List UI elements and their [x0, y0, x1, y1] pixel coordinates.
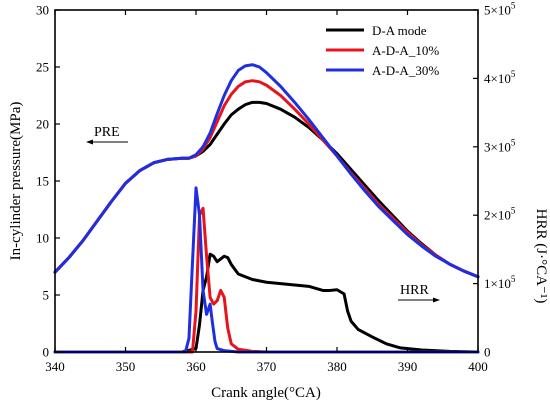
plot-area [53, 63, 480, 354]
y-left-tick-label: 15 [36, 174, 49, 189]
legend-label-ada30: A-D-A_30% [372, 63, 439, 78]
annotation-pre-arrowhead [86, 139, 93, 145]
y-axis-right-title: HRR (J·°CA⁻¹) [533, 209, 549, 304]
annotation-pre: PRE [86, 125, 128, 145]
legend: D-A mode A-D-A_10% A-D-A_30% [326, 23, 439, 78]
y-right-tick-label: 2×105 [484, 206, 516, 223]
y-right-tick-label: 0 [484, 345, 491, 360]
x-tick-label: 390 [398, 359, 418, 374]
annotation-hrr: HRR [398, 283, 440, 303]
y-left-tick-label: 20 [36, 117, 49, 132]
x-tick-label: 400 [468, 359, 488, 374]
y-left-tick-label: 0 [43, 345, 50, 360]
y-left-tick-label: 30 [36, 3, 49, 18]
series-line-hrr-5 [53, 186, 480, 354]
x-tick-label: 360 [186, 359, 206, 374]
series-line-hrr-4 [53, 206, 480, 354]
plot-frame [54, 9, 479, 353]
y-left-tick-label: 25 [36, 60, 49, 75]
x-tick-label: 370 [257, 359, 277, 374]
y-right-tick-label: 4×105 [484, 69, 516, 86]
axis-ticks: 340 350 360 370 380 390 40005101520253001×1052… [36, 1, 516, 375]
x-tick-label: 350 [116, 359, 136, 374]
annotation-hrr-arrowhead [433, 297, 440, 303]
y-right-tick-label: 3×105 [484, 137, 516, 154]
annotation-pre-label: PRE [94, 125, 120, 140]
x-tick-label: 340 [45, 359, 65, 374]
legend-label-da: D-A mode [372, 23, 427, 38]
series-line-hrr-3 [53, 252, 480, 354]
y-right-tick-label: 5×105 [484, 1, 516, 18]
x-axis-title: Crank angle(°CA) [211, 385, 321, 401]
y-left-tick-label: 10 [36, 231, 49, 246]
series-line-pressure-2 [53, 63, 480, 279]
y-right-tick-label: 1×105 [484, 274, 516, 291]
y-left-tick-label: 5 [43, 288, 50, 303]
series-line-pressure-1 [53, 79, 480, 279]
annotation-hrr-label: HRR [400, 283, 429, 298]
x-tick-label: 380 [327, 359, 347, 374]
legend-label-ada10: A-D-A_10% [372, 43, 439, 58]
y-axis-left-title: In-cylinder pressure(MPa) [8, 102, 24, 261]
